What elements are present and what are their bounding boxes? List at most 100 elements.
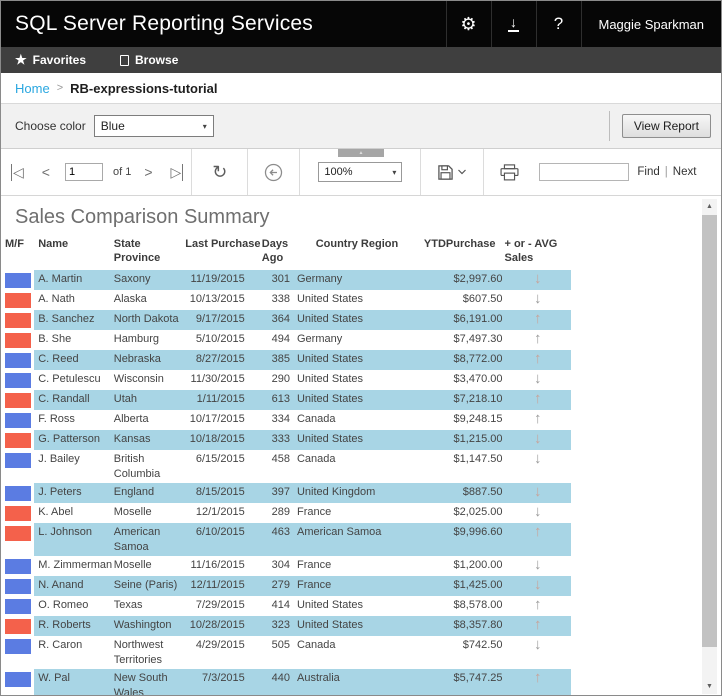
find-button[interactable]: Find bbox=[637, 166, 660, 178]
country-cell: United States bbox=[296, 599, 364, 611]
name-cell: C. Randall bbox=[34, 390, 112, 410]
print-button[interactable] bbox=[492, 163, 527, 181]
red-indicator-square bbox=[5, 393, 31, 408]
blue-indicator-square bbox=[5, 353, 31, 368]
app-title: SQL Server Reporting Services bbox=[15, 12, 313, 35]
help-button[interactable]: ? bbox=[535, 1, 581, 47]
days-cell: 301 bbox=[261, 270, 290, 290]
scroll-up-icon: ▲ bbox=[706, 203, 713, 210]
scroll-down-button[interactable]: ▼ bbox=[702, 679, 717, 694]
state-cell: Northwest Territories bbox=[113, 639, 164, 666]
table-row: B. Sanchez North Dakota 9/17/2015 364 United… bbox=[5, 310, 571, 330]
table-row: F. Ross Alberta 10/17/2015 334 Canada $9,248.… bbox=[5, 410, 571, 430]
mf-cell bbox=[5, 596, 34, 616]
color-select[interactable]: Blue ▾ bbox=[93, 115, 214, 137]
download-button[interactable]: ↓ bbox=[490, 1, 536, 47]
name-cell: C. Reed bbox=[34, 350, 112, 370]
nav-item-browse[interactable]: Browse bbox=[120, 53, 178, 67]
mf-cell bbox=[5, 523, 34, 556]
breadcrumb-separator: > bbox=[56, 82, 64, 94]
ytd-cell: $5,747.25 bbox=[423, 669, 505, 695]
ytd-cell: $2,997.60 bbox=[423, 270, 505, 290]
mf-cell bbox=[5, 390, 34, 410]
nav-item-favorites[interactable]: ★ Favorites bbox=[15, 53, 86, 67]
up-arrow-icon: ↑ bbox=[533, 669, 542, 686]
last-cell: 12/11/2015 bbox=[185, 576, 262, 596]
country-cell: Germany bbox=[296, 333, 343, 345]
country-cell: France bbox=[296, 506, 332, 518]
mf-cell bbox=[5, 503, 34, 523]
up-arrow-icon: ↑ bbox=[533, 390, 542, 407]
name-cell: C. Petulescu bbox=[38, 373, 101, 385]
find-input[interactable] bbox=[539, 163, 630, 181]
page-number-input[interactable] bbox=[64, 163, 103, 181]
ytd-cell: $887.50 bbox=[423, 483, 505, 503]
printer-icon bbox=[500, 163, 519, 180]
column-header-trend: + or - AVG Sales bbox=[504, 238, 558, 264]
red-indicator-square bbox=[5, 526, 31, 541]
save-icon bbox=[438, 164, 454, 180]
breadcrumb-current: RB-expressions-tutorial bbox=[70, 80, 218, 96]
help-icon: ? bbox=[553, 14, 564, 33]
back-button[interactable] bbox=[256, 163, 291, 182]
red-indicator-square bbox=[5, 433, 31, 448]
find-next-button[interactable]: Next bbox=[672, 166, 697, 178]
days-cell: 505 bbox=[271, 639, 290, 651]
table-row: G. Patterson Kansas 10/18/2015 333 United St… bbox=[5, 430, 571, 450]
next-page-button[interactable]: > bbox=[144, 164, 153, 180]
last-cell: 10/28/2015 bbox=[185, 616, 262, 636]
mf-cell bbox=[5, 310, 34, 330]
user-menu[interactable]: Maggie Sparkman bbox=[580, 1, 722, 47]
up-arrow-icon: ↑ bbox=[533, 310, 542, 327]
mf-cell bbox=[5, 669, 34, 695]
state-cell: Seine (Paris) bbox=[111, 576, 186, 596]
blue-indicator-square bbox=[5, 559, 31, 574]
mf-cell bbox=[5, 636, 34, 669]
country-cell: Canada bbox=[296, 453, 336, 465]
trend-cell: ↑ bbox=[504, 330, 571, 350]
name-cell: L. Johnson bbox=[34, 523, 112, 556]
toolbar-collapse-handle[interactable]: ▲ bbox=[338, 149, 384, 157]
state-cell: England bbox=[111, 483, 186, 503]
page-count-label: of 1 bbox=[112, 166, 132, 178]
table-row: R. Caron Northwest Territories 4/29/2015 50… bbox=[5, 636, 571, 669]
state-cell: British Columbia bbox=[113, 453, 161, 480]
scrollbar-thumb[interactable] bbox=[702, 215, 717, 647]
country-cell: Canada bbox=[296, 413, 336, 425]
export-button[interactable] bbox=[429, 164, 475, 181]
state-cell: Wisconsin bbox=[113, 373, 164, 385]
down-arrow-icon: ↓ bbox=[533, 556, 542, 573]
country-cell: United States bbox=[289, 350, 424, 370]
user-name: Maggie Sparkman bbox=[598, 16, 705, 32]
mf-cell bbox=[5, 350, 34, 370]
vertical-scrollbar[interactable]: ▲ ▼ bbox=[702, 199, 717, 694]
column-header-mf: M/F bbox=[5, 238, 24, 250]
divider bbox=[483, 149, 485, 195]
name-cell: O. Romeo bbox=[38, 599, 89, 611]
scroll-up-button[interactable]: ▲ bbox=[702, 199, 717, 214]
trend-cell: ↓ bbox=[504, 636, 571, 669]
name-cell: F. Ross bbox=[38, 413, 75, 425]
trend-cell: ↓ bbox=[504, 370, 571, 390]
refresh-button[interactable]: ↻ bbox=[212, 161, 228, 182]
last-cell: 11/16/2015 bbox=[190, 559, 245, 571]
name-cell: J. Bailey bbox=[38, 453, 80, 465]
choose-color-label: Choose color bbox=[15, 119, 86, 133]
last-cell: 10/17/2015 bbox=[189, 413, 245, 425]
breadcrumb-home-link[interactable]: Home bbox=[15, 80, 50, 96]
ytd-cell: $607.50 bbox=[462, 293, 503, 305]
last-page-button[interactable]: ▷ bbox=[162, 163, 184, 181]
view-report-button[interactable]: View Report bbox=[621, 114, 711, 138]
settings-button[interactable]: ⚙ bbox=[445, 1, 491, 47]
zoom-select[interactable]: 100% ▾ bbox=[318, 162, 403, 182]
days-cell: 613 bbox=[261, 390, 290, 410]
mf-cell bbox=[5, 410, 34, 430]
first-page-button[interactable]: ◁ bbox=[11, 163, 33, 181]
country-cell: United States bbox=[296, 373, 364, 385]
ytd-cell: $6,191.00 bbox=[423, 310, 505, 330]
previous-page-button[interactable]: < bbox=[41, 164, 50, 180]
days-cell: 289 bbox=[271, 506, 290, 518]
country-cell: United Kingdom bbox=[289, 483, 424, 503]
trend-cell: ↓ bbox=[504, 556, 571, 576]
